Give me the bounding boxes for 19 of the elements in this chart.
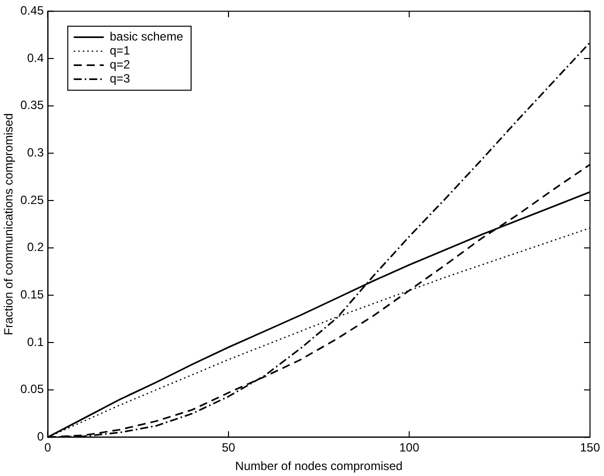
y-tick-label: 0.25 [20, 192, 44, 207]
y-tick-label: 0.3 [27, 146, 44, 160]
legend-label: q=2 [110, 58, 130, 72]
x-tick-label: 50 [222, 440, 236, 455]
x-tick-label: 150 [580, 440, 600, 455]
x-axis-title: Number of nodes compromised [235, 459, 403, 474]
x-tick-label: 100 [399, 440, 420, 455]
y-tick-label: 0 [37, 430, 44, 444]
y-tick-label: 0.15 [20, 288, 44, 302]
y-tick-label: 0.35 [20, 98, 44, 112]
y-axis-title: Fraction of communications compromised [2, 113, 16, 336]
y-tick-label: 0.2 [27, 240, 44, 254]
legend-label: basic scheme [110, 30, 184, 44]
y-tick-label: 0.1 [27, 334, 44, 349]
y-tick-label: 0.45 [20, 4, 44, 18]
legend-label: q=1 [110, 44, 130, 58]
y-tick-label: 0.4 [27, 50, 44, 65]
legend-label: q=3 [110, 72, 130, 86]
y-tick-label: 0.05 [20, 382, 44, 396]
